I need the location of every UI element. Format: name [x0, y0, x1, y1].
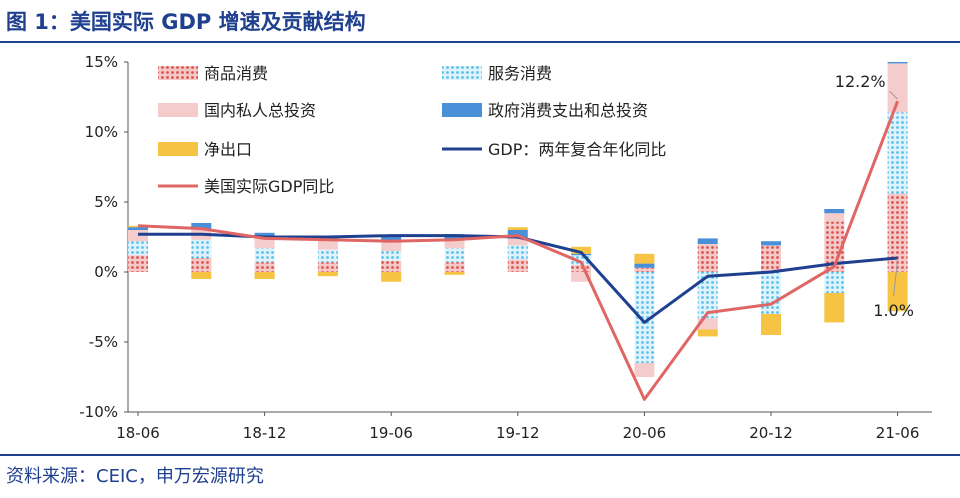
bar-segment: [634, 267, 655, 272]
bar-segment: [887, 63, 908, 113]
legend-label: 商品消费: [204, 64, 268, 83]
x-tick-label: 19-06: [369, 424, 413, 442]
bar-segment: [571, 272, 592, 282]
bar-segment: [128, 255, 148, 272]
bar-segment: [887, 62, 908, 64]
bar-segment: [381, 260, 402, 272]
annotation-leader: [893, 259, 899, 297]
bar-segment: [507, 259, 528, 272]
bar-segment: [317, 249, 338, 263]
y-tick-label: -10%: [79, 403, 118, 421]
bar-segment: [887, 112, 908, 194]
chart-area: 15% 10% 5% 0% -5% -10% 18-06 18-12 19-06 19-12 20-…: [79, 53, 932, 442]
y-tick-label: -5%: [89, 333, 118, 351]
bar-segment: [317, 272, 338, 277]
bar-segment: [634, 253, 655, 264]
legend-label: 美国实际GDP同比: [204, 177, 334, 196]
legend-label: 政府消费支出和总投资: [488, 101, 648, 120]
annotation-leader: [889, 90, 898, 100]
bar-segment: [381, 251, 402, 261]
bar-segment: [697, 272, 718, 319]
y-tick-label: 15%: [85, 53, 118, 71]
bar-segment: [381, 272, 402, 282]
annotation-label: 1.0%: [873, 301, 914, 320]
x-tick-label: 18-06: [116, 424, 160, 442]
bar-segment: [254, 262, 275, 272]
legend-label: 净出口: [204, 140, 252, 159]
x-tick-label: 18-12: [243, 424, 287, 442]
x-tick-label: 20-12: [749, 424, 793, 442]
annotations: 12.2% 1.0%: [835, 72, 914, 320]
bar-segment: [191, 258, 212, 272]
bar-segment: [254, 232, 275, 237]
legend-label: 服务消费: [488, 64, 552, 83]
bar-segment: [634, 272, 655, 363]
bar-segment: [697, 318, 718, 330]
bar-segment: [697, 238, 718, 244]
chart-title: 图 1：美国实际 GDP 增速及贡献结构: [6, 10, 366, 34]
bar-segment: [317, 262, 338, 272]
bar-segment: [254, 248, 275, 263]
bar-segment: [697, 329, 718, 337]
bar-segment: [381, 235, 402, 242]
bar-segment: [697, 244, 718, 272]
y-tick-label: 5%: [94, 193, 118, 211]
bar-segment: [128, 241, 148, 256]
bar-segment: [761, 272, 781, 314]
bar-segment: [444, 272, 465, 275]
bar-segment: [887, 272, 908, 312]
legend-swatch: [442, 66, 482, 80]
y-tick-label: 10%: [85, 123, 118, 141]
source-divider: [0, 454, 960, 456]
bar-segment: [571, 255, 592, 265]
bar-segment: [571, 246, 592, 254]
annotation-label: 12.2%: [835, 72, 886, 91]
bar-segment: [761, 314, 781, 335]
bar-segment: [317, 239, 338, 250]
legend-label: 国内私人总投资: [204, 101, 316, 120]
bar-segment: [507, 227, 528, 230]
source-note: 资料来源：CEIC，申万宏源研究: [6, 466, 264, 487]
axes: 15% 10% 5% 0% -5% -10% 18-06 18-12 19-06 19-12 20-…: [79, 53, 932, 442]
bar-segment: [824, 221, 845, 272]
bar-segment: [761, 245, 781, 272]
bar-segment: [444, 248, 465, 263]
line-series: [137, 100, 900, 401]
bar-segment: [634, 363, 655, 377]
bar-segment: [507, 238, 528, 246]
y-tick-label: 0%: [94, 263, 118, 281]
bar-segment: [128, 227, 148, 230]
x-tick-label: 19-12: [496, 424, 540, 442]
bar-segment: [824, 209, 845, 214]
bar-segment: [507, 245, 528, 260]
x-tick-label: 20-06: [623, 424, 667, 442]
bar-segment: [381, 241, 402, 251]
bar-segment: [444, 239, 465, 249]
title-divider: [0, 41, 960, 43]
legend-label: GDP：两年复合年化同比: [488, 140, 666, 159]
bar-segment: [191, 239, 212, 258]
legend-swatch: [158, 103, 198, 117]
bar-segment: [761, 241, 781, 246]
bar-segment: [887, 193, 908, 272]
x-tick-label: 21-06: [876, 424, 920, 442]
bar-segment: [824, 213, 845, 222]
bar-segment: [444, 262, 465, 272]
bar-segment: [191, 223, 212, 229]
legend-swatch: [158, 66, 198, 80]
bar-segment: [824, 293, 845, 323]
lines: [137, 100, 900, 401]
bar-segment: [191, 272, 212, 279]
bar-segment: [254, 237, 275, 249]
legend-swatch: [442, 103, 482, 117]
legend-swatch: [158, 142, 198, 156]
bar-segment: [824, 272, 845, 293]
bar-segment: [254, 272, 275, 279]
bar-segment: [634, 263, 655, 268]
bar-segment: [571, 265, 592, 272]
